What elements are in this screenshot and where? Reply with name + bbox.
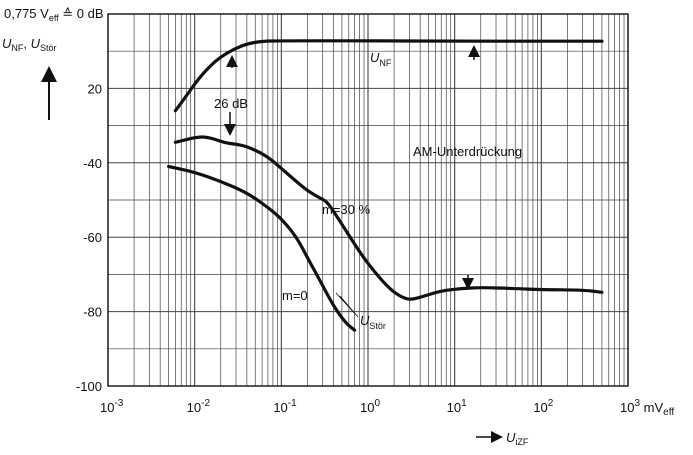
curves <box>167 39 604 332</box>
y-reference-label: 0,775 Veff ≙ 0 dB <box>4 6 104 23</box>
y-tick-label: -60 <box>83 230 102 245</box>
series-label-u-nf: UNF <box>370 50 392 68</box>
annotation-26db: 26 dB <box>214 96 248 111</box>
plot-frame <box>107 13 629 387</box>
y-tick-label: -100 <box>76 379 102 394</box>
x-tick-label: 10-2 <box>187 398 211 415</box>
x-tick-label: 102 <box>533 398 553 415</box>
y-tick-label: 20 <box>88 81 102 96</box>
y-axis-title: UNF, UStör <box>2 36 57 53</box>
series-label-m30: m=30 % <box>322 202 370 217</box>
curve-u-nf <box>173 39 604 113</box>
y-tick-label: -40 <box>83 156 102 171</box>
x-tick-label: 100 <box>360 398 380 415</box>
axes: 20 -40 -60 -80 -100 10-3 10-2 10-1 100 101 102 103 … <box>76 13 674 418</box>
x-tick-label: 101 <box>447 398 467 415</box>
annotation-am-suppression: AM-Unterdrückung <box>413 144 522 159</box>
y-tick-label: -80 <box>83 305 102 320</box>
series-label-m0: m=0 <box>282 288 308 303</box>
x-axis-title: UiZF <box>506 430 529 447</box>
curve-u-stoer-m0 <box>167 164 357 332</box>
x-tick-label: 10-1 <box>273 398 297 415</box>
annotation-u-stoer-leader <box>335 292 359 318</box>
annotation-u-stoer: UStör <box>360 313 386 331</box>
x-tick-label: 103 mVeff <box>620 398 674 418</box>
grid-lines <box>107 13 629 387</box>
curve-u-stoer-m30 <box>173 135 604 301</box>
x-tick-label: 10-3 <box>100 398 124 415</box>
